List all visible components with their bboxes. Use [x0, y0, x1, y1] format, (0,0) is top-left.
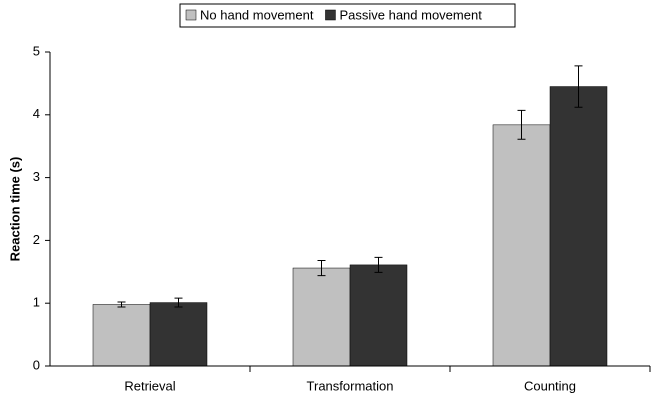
legend-swatch [185, 9, 197, 21]
error-bar [117, 301, 126, 308]
legend-label: No hand movement [200, 7, 314, 22]
error-bar [574, 65, 583, 108]
x-tick-label: Counting [524, 378, 576, 393]
legend-label: Passive hand movement [339, 7, 482, 22]
error-bar [517, 109, 526, 140]
y-axis-label: Reaction time (s) [7, 157, 22, 262]
y-tick-label: 2 [33, 232, 40, 247]
bar [349, 264, 408, 367]
y-tick-label: 1 [33, 295, 40, 310]
bar [149, 302, 208, 367]
x-tick-label: Retrieval [124, 378, 175, 393]
bar [92, 304, 151, 367]
x-tick-label: Transformation [307, 378, 394, 393]
y-tick-label: 5 [33, 43, 40, 58]
legend-box [179, 3, 516, 28]
y-tick-label: 4 [33, 106, 40, 121]
bar [492, 124, 551, 367]
bar [549, 86, 608, 367]
error-bar [174, 297, 183, 308]
y-tick-label: 3 [33, 169, 40, 184]
legend-swatch [325, 9, 336, 21]
error-bar [374, 256, 383, 273]
bar [292, 267, 351, 367]
y-tick-label: 0 [33, 357, 40, 372]
error-bar [317, 259, 326, 277]
